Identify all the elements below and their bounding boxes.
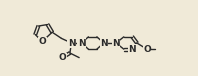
Text: N: N	[78, 39, 85, 48]
Text: N: N	[112, 39, 120, 48]
Text: O: O	[38, 37, 46, 46]
Text: O: O	[143, 45, 151, 54]
Text: O: O	[58, 53, 66, 62]
Text: N: N	[129, 45, 136, 54]
Text: N: N	[100, 39, 108, 48]
Text: N: N	[68, 39, 75, 48]
